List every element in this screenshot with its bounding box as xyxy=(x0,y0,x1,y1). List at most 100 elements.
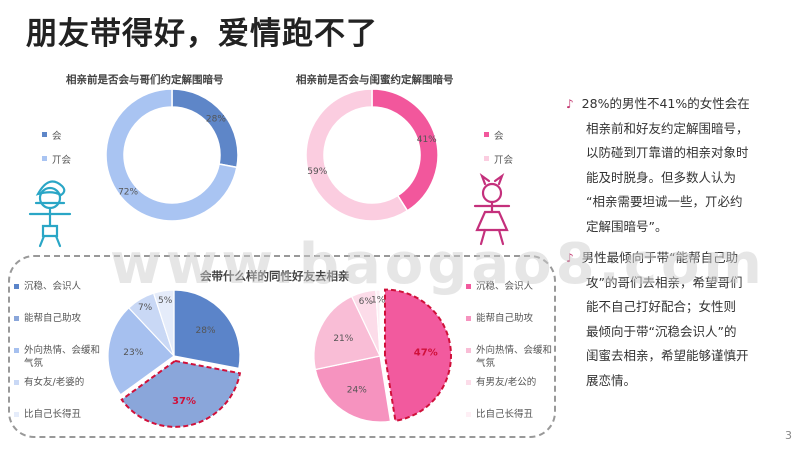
legend-male-companion: 沉稳、会识人 能帮自己助攻 外向热情、会缓和气氛 有女友/老婆的 比自己长得丑 xyxy=(14,280,110,430)
bullet-text-line: “相亲需要坦诚一些，丌必约 xyxy=(586,194,743,209)
legend-swatch xyxy=(466,284,471,289)
pie-value-label: 6% xyxy=(359,297,374,307)
pie-chart-male: 28% 37% 23% 7% 5% xyxy=(107,289,242,428)
chart-title-female-signal: 相亲前是否会与闺蜜约定解围暗号 xyxy=(296,74,454,86)
legend-label: 外向热情、会缓和气氛 xyxy=(476,345,553,369)
boy-figure-icon xyxy=(28,180,72,248)
pie-slice xyxy=(383,288,452,422)
chart-title-male-signal: 相亲前是否会与哥们约定解围暗号 xyxy=(66,74,224,86)
legend-label: 比自己长得丑 xyxy=(476,409,534,420)
legend-label: 会 xyxy=(52,131,62,142)
legend-label: 比自己长得丑 xyxy=(24,409,82,420)
legend-swatch xyxy=(42,156,47,161)
legend-item: 会 xyxy=(42,128,71,142)
pie-slice xyxy=(375,289,381,357)
legend-swatch xyxy=(14,316,19,321)
bullet-1-line-0: ♪ 28%的男性不41%的女性会在 xyxy=(566,92,790,117)
pie-value-label: 1% xyxy=(371,295,386,305)
legend-swatch xyxy=(42,132,47,137)
legend-male-signal: 会 丌会 xyxy=(42,128,71,176)
pie-slice xyxy=(152,289,175,357)
bullet-text-line: 闺蜜去相亲，希望能够谨慎开 xyxy=(586,348,749,363)
legend-item: 外向热情、会缓和气氛 xyxy=(466,344,556,370)
donut-slice xyxy=(105,88,238,222)
legend-item: 丌会 xyxy=(42,152,71,166)
bullet-text-line: 定解围暗号”。 xyxy=(586,218,668,234)
legend-item: 比自己长得丑 xyxy=(466,408,556,421)
music-note-icon: ♪ xyxy=(566,97,574,111)
legend-label: 会 xyxy=(494,131,504,142)
pie-slice xyxy=(173,289,241,370)
pie-slice xyxy=(107,307,175,396)
pie-value-label: 5% xyxy=(158,296,173,306)
pie-value-label: 28% xyxy=(196,326,216,336)
bullet-text-line: 能不自己打好配合；女性则 xyxy=(586,299,737,314)
donut-value-label: 28% xyxy=(206,115,226,125)
legend-label: 外向热情、会缓和气氛 xyxy=(24,345,101,369)
music-note-icon: ♪ xyxy=(566,251,574,265)
legend-label: 丌会 xyxy=(494,155,514,166)
pie-slice xyxy=(314,355,392,423)
legend-item: 沉稳、会识人 xyxy=(466,280,556,293)
legend-swatch xyxy=(14,284,19,289)
pie-value-label: 7% xyxy=(138,303,153,313)
pie-value-label: 24% xyxy=(347,386,367,396)
legend-female-signal: 会 丌会 xyxy=(484,128,513,176)
bullet-text-line: 展恋情。 xyxy=(586,372,637,388)
legend-item: 能帮自己助攻 xyxy=(14,312,104,325)
legend-swatch xyxy=(14,380,19,385)
legend-item: 沉稳、会识人 xyxy=(14,280,104,293)
bullet-text-line: 能及时脱身。但多数人认为 xyxy=(586,169,737,185)
legend-item: 有男友/老公的 xyxy=(466,376,556,389)
bottom-charts-frame xyxy=(8,255,556,438)
donut-chart-female: 41% 59% xyxy=(305,88,439,222)
legend-label: 能帮自己助攻 xyxy=(476,313,534,324)
page-number: 3 xyxy=(785,429,792,442)
girl-figure-icon xyxy=(473,173,511,246)
bullet-2: ♪ 男性最倾向于带“能帮自己助 攻”的哥们去相亲，希望哥们 能不自己打好配合；女性… xyxy=(566,246,790,393)
legend-female-companion: 沉稳、会识人 能帮自己助攻 外向热情、会缓和气氛 有男友/老公的 比自己长得丑 xyxy=(466,280,556,430)
pie-value-label: 37% xyxy=(172,396,196,407)
page-title: 朋友带得好，爱情跑不了 xyxy=(26,16,378,52)
legend-label: 丌会 xyxy=(52,155,72,166)
bullet-2-line-0: ♪ 男性最倾向于带“能帮自己助 xyxy=(566,246,790,271)
bullet-1: ♪ 28%的男性不41%的女性会在 相亲前和好友约定解围暗号， 以防碰到丌靠谱的相… xyxy=(566,92,790,239)
pie-value-label: 23% xyxy=(123,348,143,358)
chart-title-companion: 会带什么样的同性好友去相亲 xyxy=(200,269,350,283)
legend-label: 有女友/老婆的 xyxy=(24,377,85,388)
legend-swatch xyxy=(466,380,471,385)
legend-swatch xyxy=(466,412,471,417)
pie-slice xyxy=(120,359,242,428)
pie-chart-female: 47% 24% 21% 6%1% xyxy=(313,288,452,423)
donut-slice xyxy=(371,88,439,212)
donut-slice xyxy=(305,88,409,222)
bullet-text-line: 相亲前和好友约定解围暗号， xyxy=(586,120,749,136)
legend-item: 能帮自己助攻 xyxy=(466,312,556,325)
bullet-text-line: 28%的男性不41%的女性会在 xyxy=(581,96,750,111)
legend-swatch xyxy=(14,412,19,417)
bullet-text-line: 攻”的哥们去相亲，希望哥们 xyxy=(586,274,743,290)
donut-value-label: 72% xyxy=(118,187,138,197)
legend-label: 能帮自己助攻 xyxy=(24,313,82,324)
bullet-text-line: 最倾向于带“沉稳会识人”的 xyxy=(586,323,737,339)
pie-value-label: 47% xyxy=(414,347,438,358)
legend-item: 有女友/老婆的 xyxy=(14,376,104,389)
donut-slice xyxy=(171,88,239,169)
bullet-text-line: 男性最倾向于带“能帮自己助 xyxy=(581,250,739,265)
legend-label: 沉稳、会识人 xyxy=(24,281,82,292)
bullet-text-line: 以防碰到丌靠谱的相亲对象时 xyxy=(586,145,749,160)
pie-value-label: 21% xyxy=(333,334,353,344)
legend-swatch xyxy=(14,348,19,353)
pie-slice xyxy=(313,295,381,371)
donut-value-label: 59% xyxy=(307,167,327,177)
legend-item: 比自己长得丑 xyxy=(14,408,104,421)
donut-chart-male: 28% 72% xyxy=(105,88,239,222)
legend-label: 有男友/老公的 xyxy=(476,377,537,388)
legend-swatch xyxy=(484,156,489,161)
legend-label: 沉稳、会识人 xyxy=(476,281,534,292)
legend-swatch xyxy=(466,348,471,353)
donut-value-label: 41% xyxy=(417,135,437,145)
legend-item: 会 xyxy=(484,128,513,142)
legend-item: 外向热情、会缓和气氛 xyxy=(14,344,104,370)
legend-swatch xyxy=(466,316,471,321)
